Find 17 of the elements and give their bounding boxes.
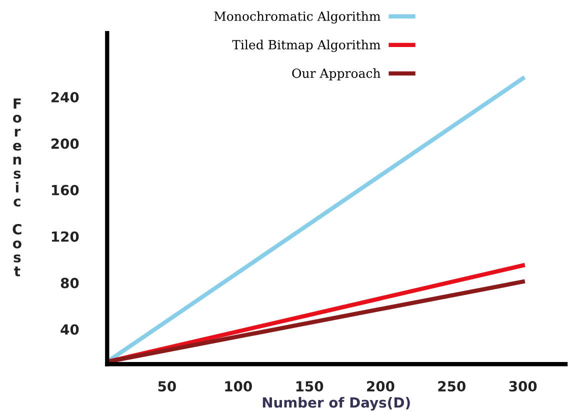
y-tick-label: 120 bbox=[52, 231, 79, 242]
y-tick-label: 40 bbox=[60, 324, 79, 335]
y-tick-label: 160 bbox=[52, 184, 79, 196]
x-axis-title: Number of Days(D) bbox=[262, 396, 410, 411]
y-tick-label: 200 bbox=[51, 138, 79, 149]
legend-label: Tiled Bitmap Algorithm bbox=[232, 40, 380, 52]
legend-label: Monochromatic Algorithm bbox=[214, 11, 380, 24]
x-tick-label: 50 bbox=[158, 381, 176, 392]
x-tick-label: 250 bbox=[438, 381, 466, 392]
x-tick-label: 200 bbox=[367, 381, 394, 392]
text: Forensic Cost bbox=[12, 98, 22, 276]
y-tick-label: 240 bbox=[51, 92, 79, 102]
x-tick-label: 150 bbox=[296, 381, 324, 392]
y-tick-label: 80 bbox=[60, 278, 79, 288]
legend-label: Our Approach bbox=[292, 68, 380, 80]
x-tick-label: 300 bbox=[509, 381, 537, 392]
x-tick-label: 100 bbox=[225, 381, 252, 392]
